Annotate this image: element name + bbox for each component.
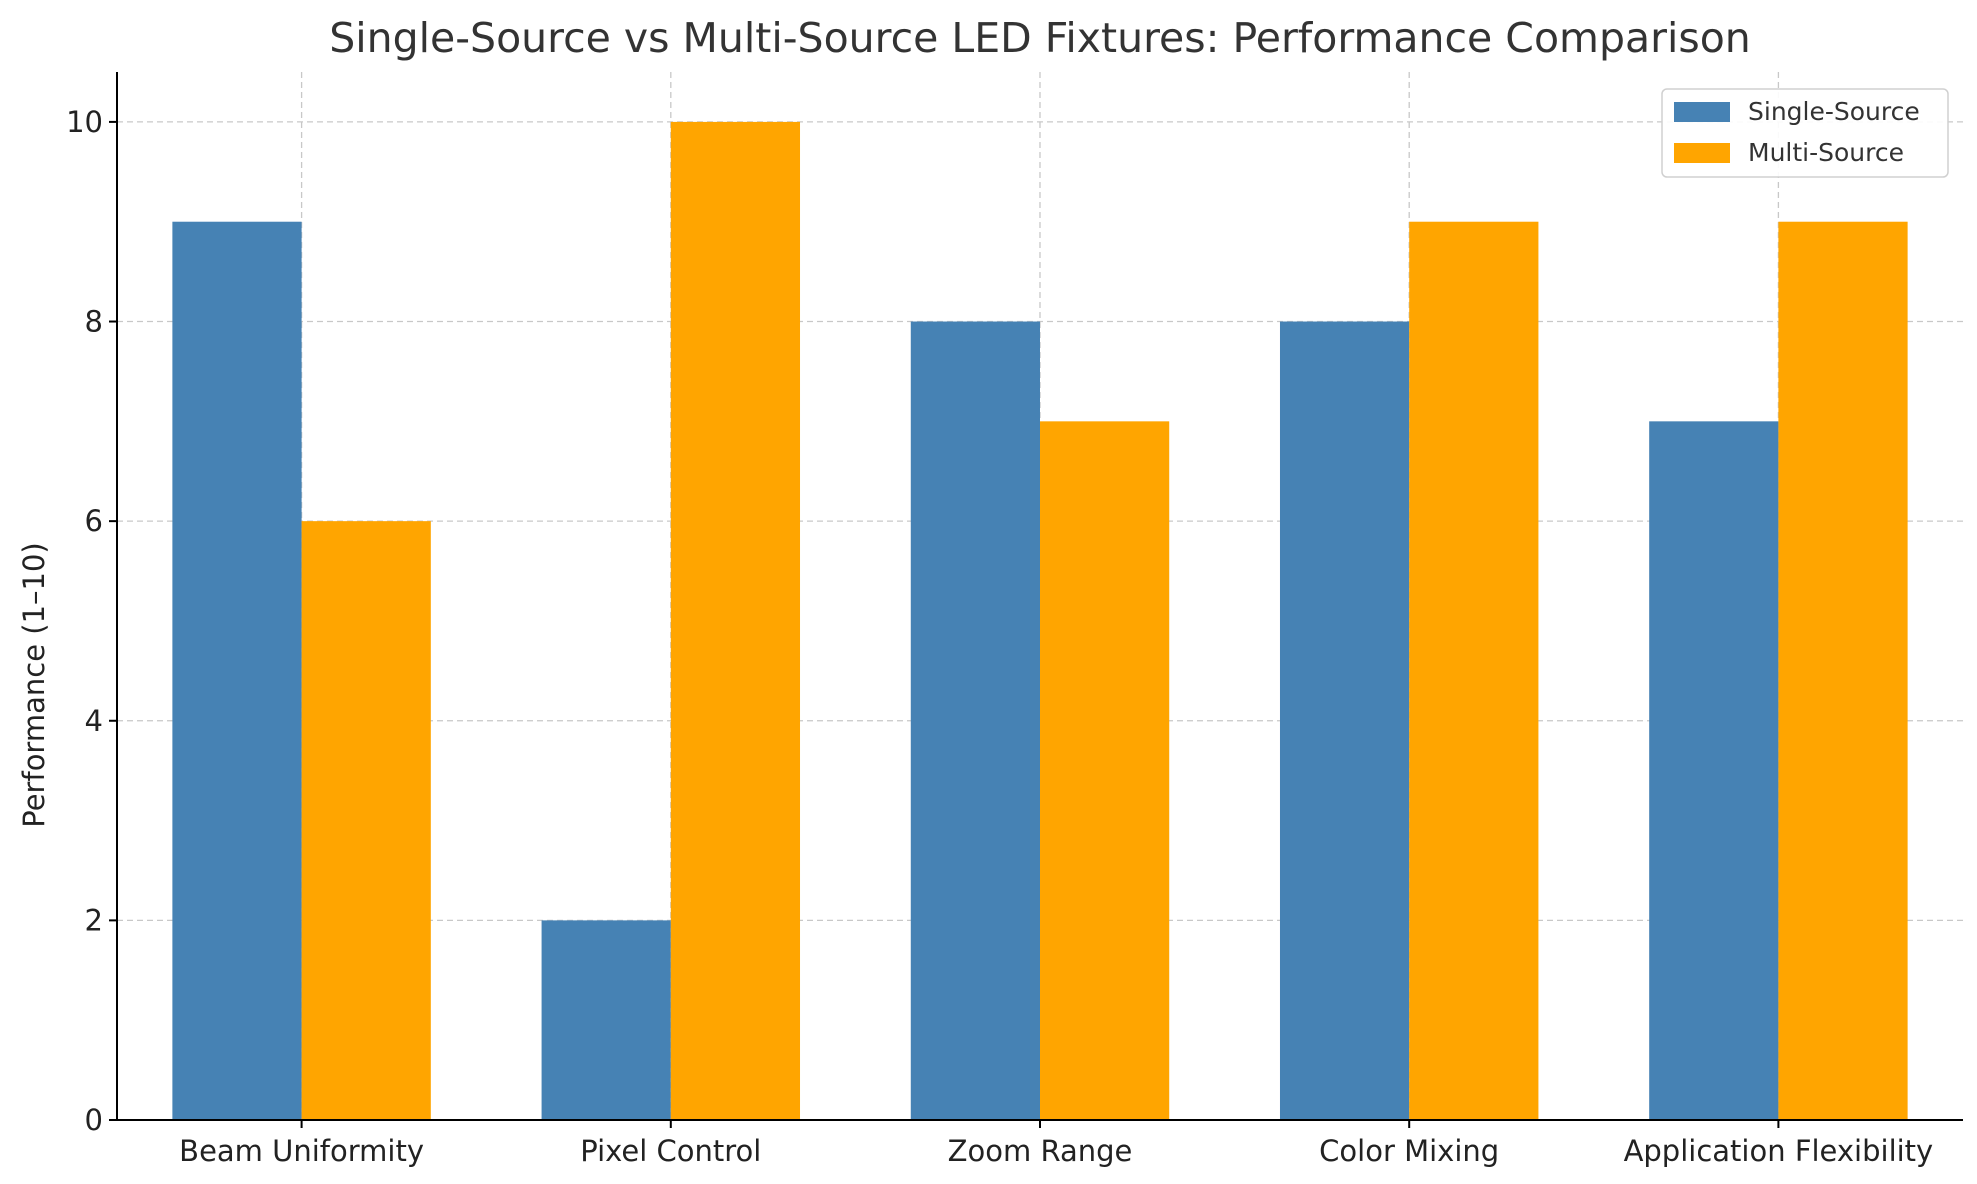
chart-title: Single-Source vs Multi-Source LED Fixtur… bbox=[329, 14, 1751, 62]
y-tick-label: 0 bbox=[85, 1103, 103, 1137]
bar-multi-source bbox=[301, 521, 431, 1120]
bar-single-source bbox=[910, 321, 1040, 1120]
tick-labels: 0 2 4 6 8 10 Beam Uniformity Pixel Control Zoom … bbox=[66, 105, 1933, 1168]
bar-single-source bbox=[1279, 321, 1410, 1120]
legend-swatch bbox=[1674, 102, 1730, 122]
bar-multi-source bbox=[1040, 421, 1170, 1120]
axes bbox=[109, 72, 1963, 1128]
x-tick-label: Color Mixing bbox=[1319, 1134, 1499, 1168]
legend-entry: Single-Source bbox=[1748, 97, 1920, 126]
y-axis-label: Performance (1–10) bbox=[17, 542, 51, 827]
y-tick-label: 4 bbox=[85, 704, 103, 738]
bar-single-source bbox=[541, 920, 671, 1120]
y-tick-label: 8 bbox=[85, 305, 103, 339]
x-tick-label: Beam Uniformity bbox=[179, 1134, 424, 1168]
y-tick-label: 6 bbox=[85, 504, 103, 538]
legend-box bbox=[1661, 88, 1949, 178]
bars bbox=[172, 121, 1908, 1120]
bar-single-source bbox=[172, 221, 302, 1120]
x-tick-label: Pixel Control bbox=[580, 1134, 761, 1168]
x-tick-label: Zoom Range bbox=[948, 1134, 1133, 1168]
legend-swatch bbox=[1674, 143, 1730, 163]
x-tick-label: Application Flexibility bbox=[1624, 1134, 1934, 1168]
legend: Single-Source Multi-Source bbox=[1661, 88, 1949, 178]
bar-multi-source bbox=[670, 121, 801, 1120]
y-tick-label: 10 bbox=[66, 105, 103, 139]
legend-entry: Multi-Source bbox=[1748, 138, 1904, 167]
bar-multi-source bbox=[1778, 221, 1908, 1120]
bar-single-source bbox=[1649, 421, 1779, 1120]
y-tick-label: 2 bbox=[85, 903, 103, 937]
bar-multi-source bbox=[1409, 221, 1539, 1120]
